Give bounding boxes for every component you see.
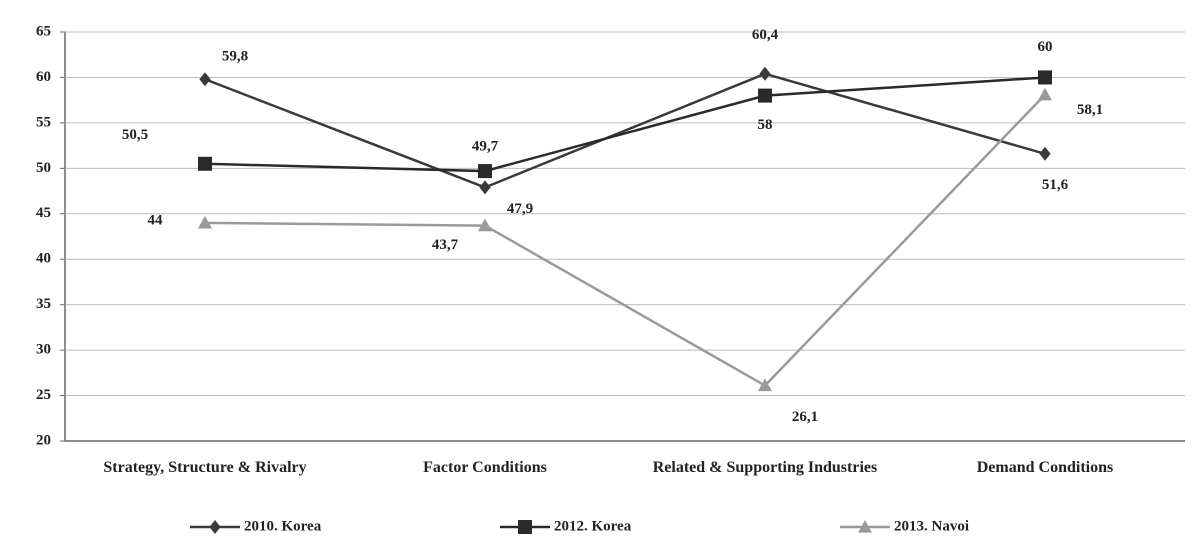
marker [199,72,211,87]
marker [858,520,872,533]
series-line [204,93,1046,388]
marker [1039,146,1051,161]
marker [478,218,492,232]
data-label: 59,8 [222,49,248,65]
legend-label: 2013. Navoi [894,518,969,534]
x-tick-label: Strategy, Structure & Rivalry [103,459,307,476]
y-tick-label: 40 [36,251,51,267]
marker [198,215,212,229]
data-label: 44 [148,212,164,228]
x-tick-label: Related & Supporting Industries [652,459,878,476]
y-tick-label: 60 [36,69,51,85]
marker [1038,70,1052,85]
series-line [204,76,1046,173]
marker [759,66,771,81]
y-tick-label: 50 [36,160,51,176]
marker [478,164,492,179]
data-label: 60 [1038,39,1053,55]
x-tick-label: Factor Conditions [423,459,547,476]
data-label: 47,9 [507,201,533,217]
legend-label: 2010. Korea [244,518,322,534]
data-label: 43,7 [432,237,459,253]
marker [518,520,532,534]
data-label: 26,1 [792,409,818,425]
data-label: 58,1 [1077,102,1103,118]
y-tick-label: 20 [36,432,51,448]
data-label: 49,7 [472,138,499,154]
y-tick-label: 30 [36,342,51,358]
marker [479,180,491,195]
series-line [204,72,1046,189]
marker [198,156,212,171]
marker [758,378,772,392]
marker [758,88,772,103]
y-tick-label: 25 [36,387,51,403]
data-label: 58 [758,117,773,133]
y-tick-label: 45 [36,205,51,221]
x-tick-label: Demand Conditions [976,459,1114,476]
marker [209,520,221,534]
y-tick-label: 55 [36,114,51,130]
legend-label: 2012. Korea [554,518,632,534]
marker [1038,87,1052,101]
data-label: 51,6 [1042,177,1069,193]
y-tick-label: 65 [36,23,51,39]
y-tick-label: 35 [36,296,51,312]
data-label: 50,5 [122,127,148,143]
data-label: 60,4 [752,27,779,43]
